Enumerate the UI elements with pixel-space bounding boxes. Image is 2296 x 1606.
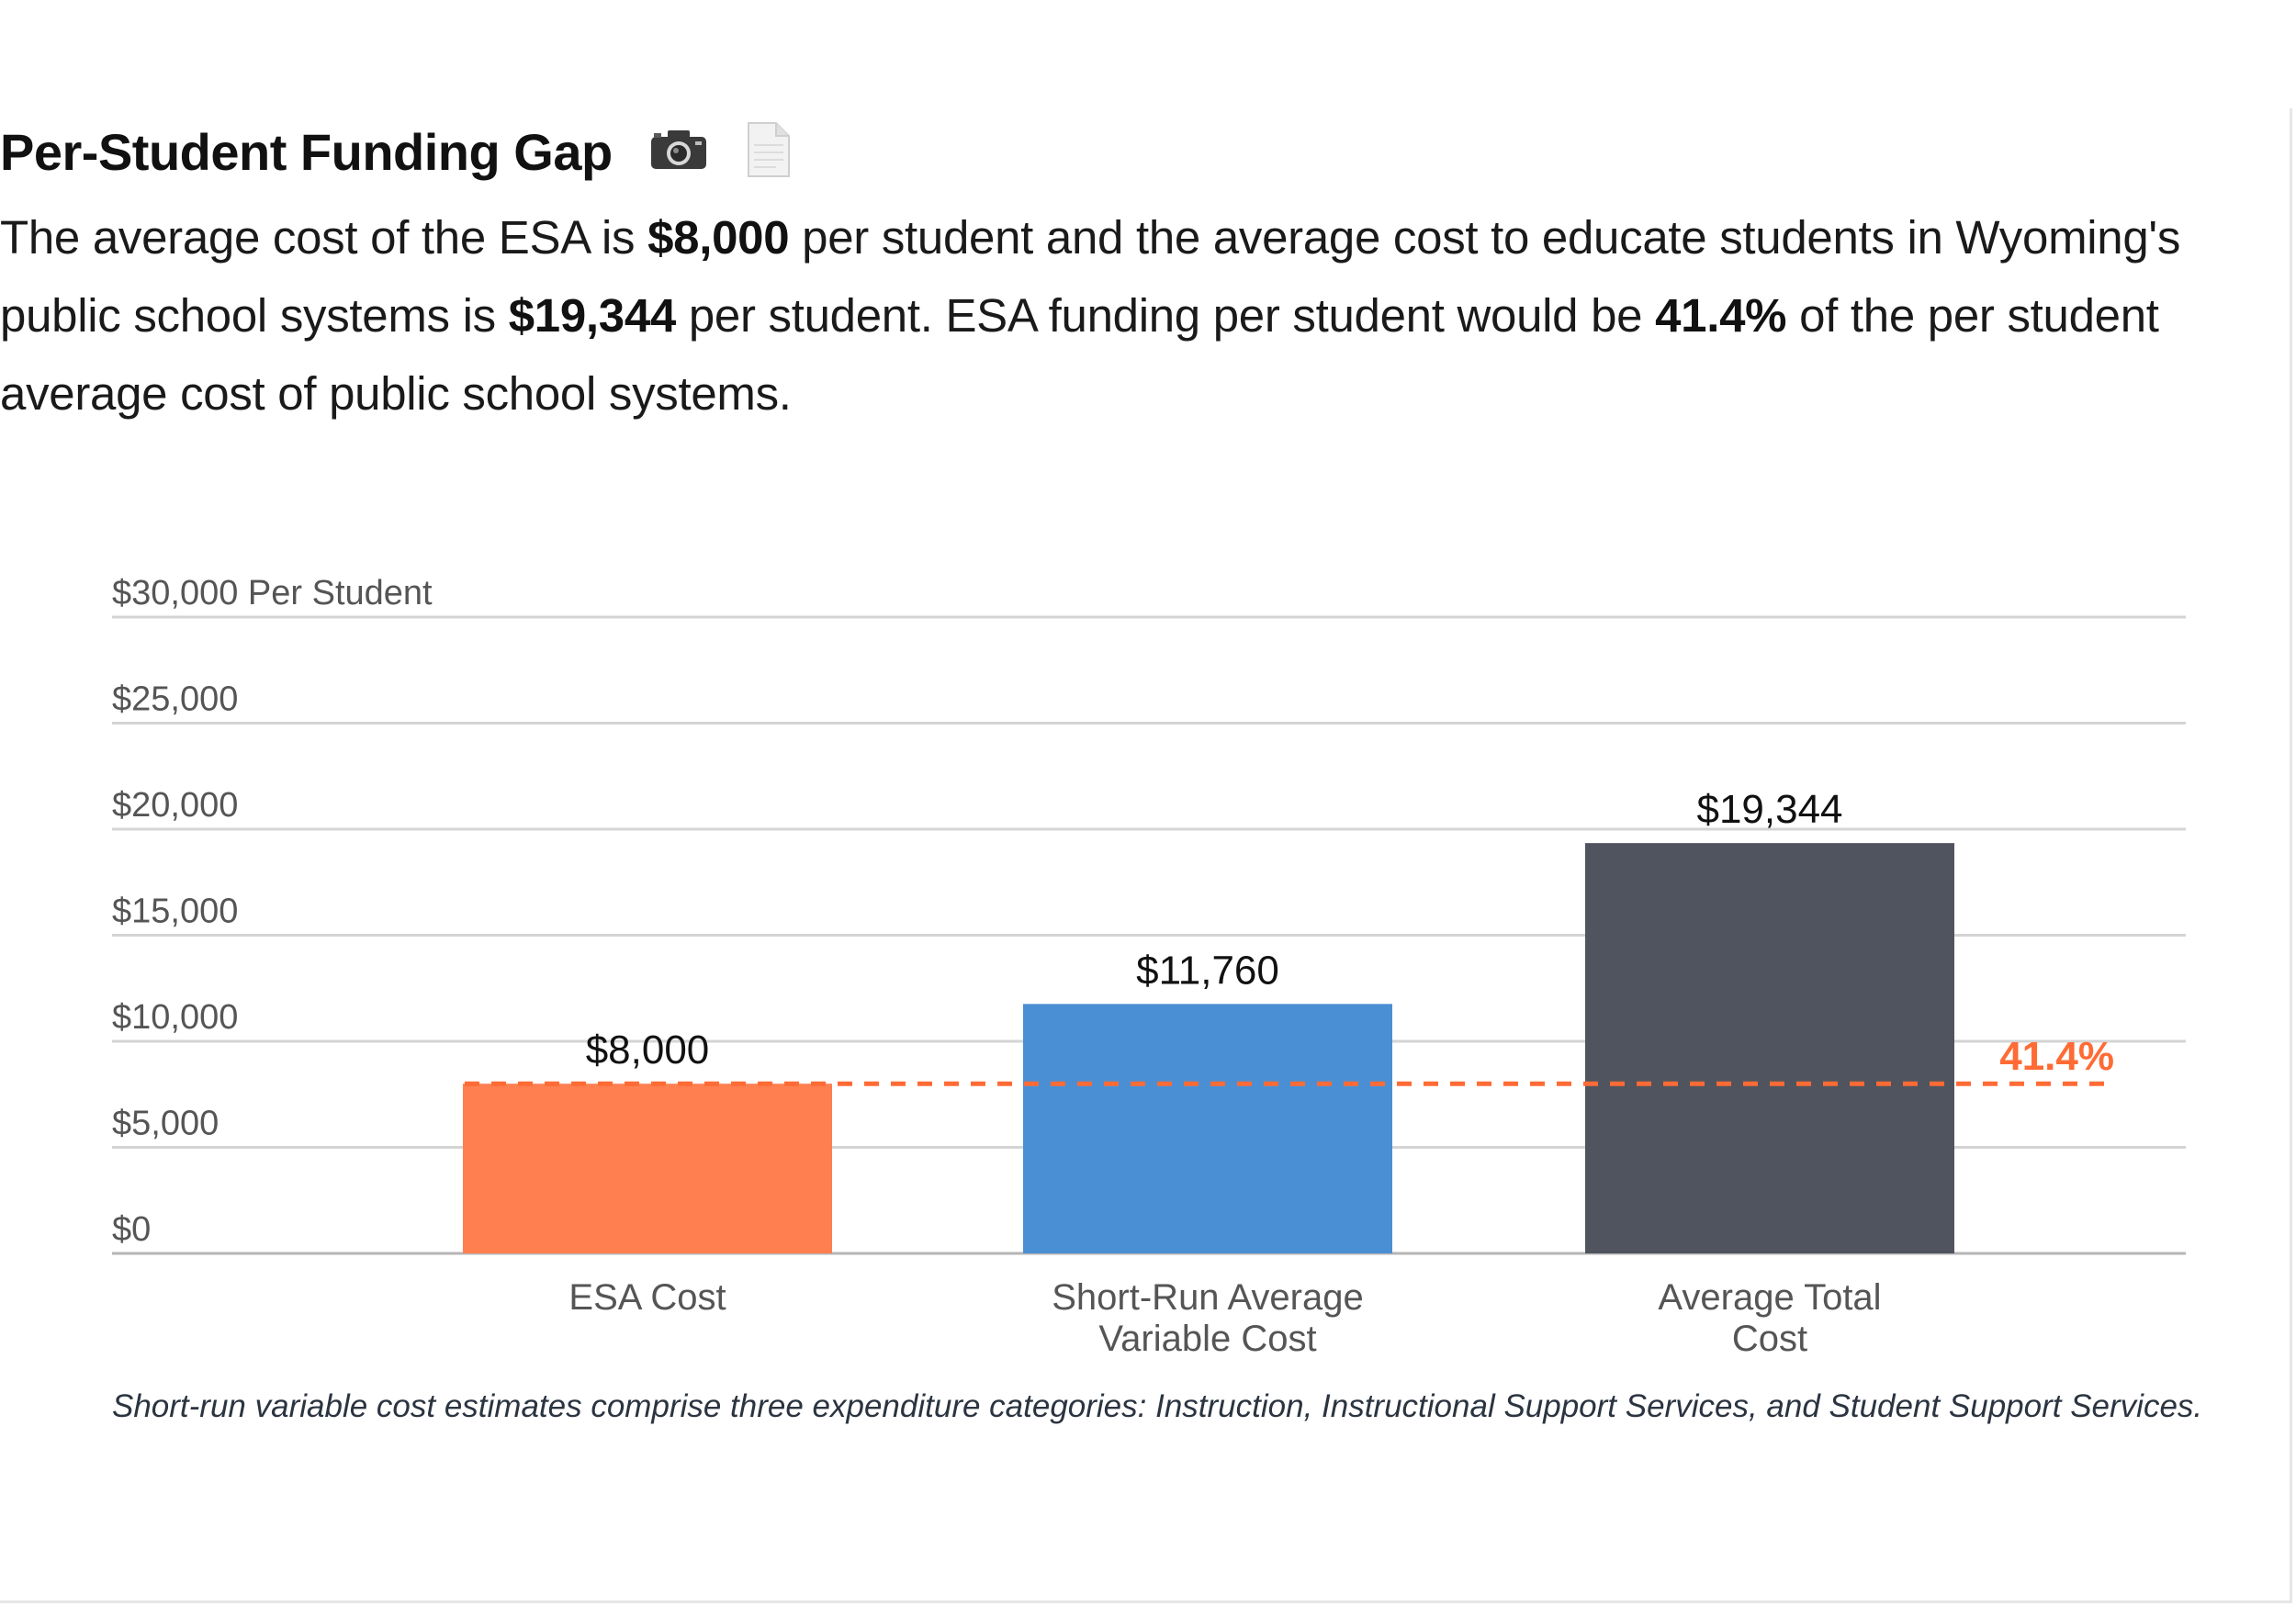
- chart-card: [0, 108, 2292, 1603]
- y-tick-label: $25,000: [112, 680, 238, 719]
- y-tick-label: $15,000: [112, 893, 238, 931]
- x-tick-label: Short-Run Average: [1052, 1277, 1363, 1318]
- y-tick-label: $0: [112, 1210, 151, 1249]
- bar-value-label: $11,760: [1136, 948, 1279, 993]
- bar: [463, 1084, 832, 1253]
- description-text: per student. ESA funding per student wou…: [675, 289, 1656, 342]
- camera-icon[interactable]: [649, 129, 708, 175]
- reference-line-label: 41.4%: [1999, 1034, 2114, 1079]
- y-tick-label: $20,000: [112, 786, 238, 825]
- title-row: Per-Student Funding Gap: [0, 119, 793, 184]
- y-tick-label: $10,000: [112, 998, 238, 1037]
- bar: [1585, 843, 1954, 1253]
- chart-title: Per-Student Funding Gap: [0, 122, 613, 181]
- bar-value-label: $8,000: [586, 1028, 710, 1073]
- esa-cost-highlight: $8,000: [647, 211, 790, 264]
- footnote: Short-run variable cost estimates compri…: [112, 1388, 2203, 1424]
- document-icon[interactable]: [745, 121, 793, 183]
- chart-description: The average cost of the ESA is $8,000 pe…: [0, 198, 2268, 432]
- total-cost-highlight: $19,344: [508, 289, 677, 342]
- y-tick-label: $30,000 Per Student: [112, 574, 433, 612]
- description-text: of the per student average cost of publi…: [0, 289, 2159, 420]
- bar-value-label: $19,344: [1696, 787, 1842, 832]
- y-tick-label: $5,000: [112, 1105, 219, 1143]
- x-tick-label: Variable Cost: [1098, 1319, 1316, 1359]
- x-tick-label: Cost: [1732, 1319, 1807, 1359]
- description-text: per student and the average cost to educ…: [0, 211, 2181, 342]
- bar: [1023, 1004, 1392, 1253]
- percentage-highlight: 41.4%: [1655, 289, 1787, 342]
- x-tick-label: Average Total: [1658, 1277, 1881, 1318]
- description-text: The average cost of the ESA is: [0, 211, 648, 264]
- x-tick-label: ESA Cost: [568, 1277, 726, 1318]
